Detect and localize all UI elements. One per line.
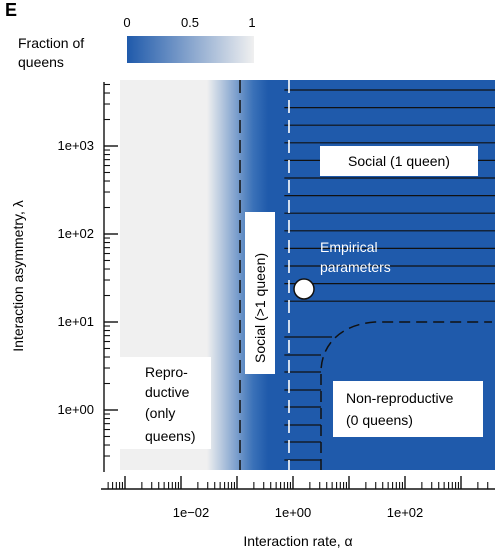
x-axis [101, 476, 495, 490]
region-reproductive-line4: queens) [145, 428, 196, 444]
x-tick-label-1e+00: 1e+00 [275, 505, 312, 520]
y-tick-label-1e+02: 1e+02 [57, 226, 94, 241]
nonreproductive-boundary [320, 321, 492, 470]
x-tick-label-1e-02: 1e−02 [173, 505, 210, 520]
colorbar-title-line1: Fraction of [18, 35, 84, 51]
x-tick-label-1e+02: 1e+02 [387, 505, 424, 520]
empirical-parameters-point [293, 278, 315, 300]
colorbar-tick-1: 1 [248, 15, 255, 30]
y-tick-label-1e+00: 1e+00 [57, 402, 94, 417]
region-reproductive-line3: (only [145, 405, 175, 421]
colorbar-gradient [127, 36, 254, 63]
single-queen-hatching [284, 89, 495, 461]
region-reproductive-line2: ductive [145, 384, 190, 400]
y-axis [103, 82, 118, 472]
region-social-single-queen: Social (1 queen) [320, 146, 478, 176]
region-nonreproductive-line1: Non-reproductive [346, 390, 454, 406]
region-nonreproductive: Non-reproductive (0 queens) [333, 381, 483, 437]
region-reproductive-line1: Repro- [145, 364, 188, 380]
x-axis-label: Interaction rate, α [243, 533, 352, 549]
colorbar-tick-05: 0.5 [181, 15, 199, 30]
y-axis-label: Interaction asymmetry, λ [10, 200, 26, 351]
region-reproductive: Repro- ductive (only queens) [119, 357, 211, 449]
y-tick-label-1e+01: 1e+01 [57, 314, 94, 329]
region-social-single-queen-label: Social (1 queen) [348, 153, 450, 169]
region-social-multi-queen-label: Social (>1 queen) [252, 253, 268, 363]
colorbar-title-line2: queens [18, 54, 64, 70]
y-tick-label-1e+03: 1e+03 [57, 138, 94, 153]
panel-label: E [5, 0, 17, 20]
region-social-multi-queen: Social (>1 queen) [245, 212, 275, 374]
colorbar-tick-0: 0 [123, 15, 130, 30]
colorbar-legend: Fraction of queens 0 0.5 1 [18, 15, 256, 70]
region-nonreproductive-line2: (0 queens) [346, 412, 413, 428]
empirical-label-line2: parameters [320, 259, 391, 275]
empirical-label-line1: Empirical [320, 239, 378, 255]
